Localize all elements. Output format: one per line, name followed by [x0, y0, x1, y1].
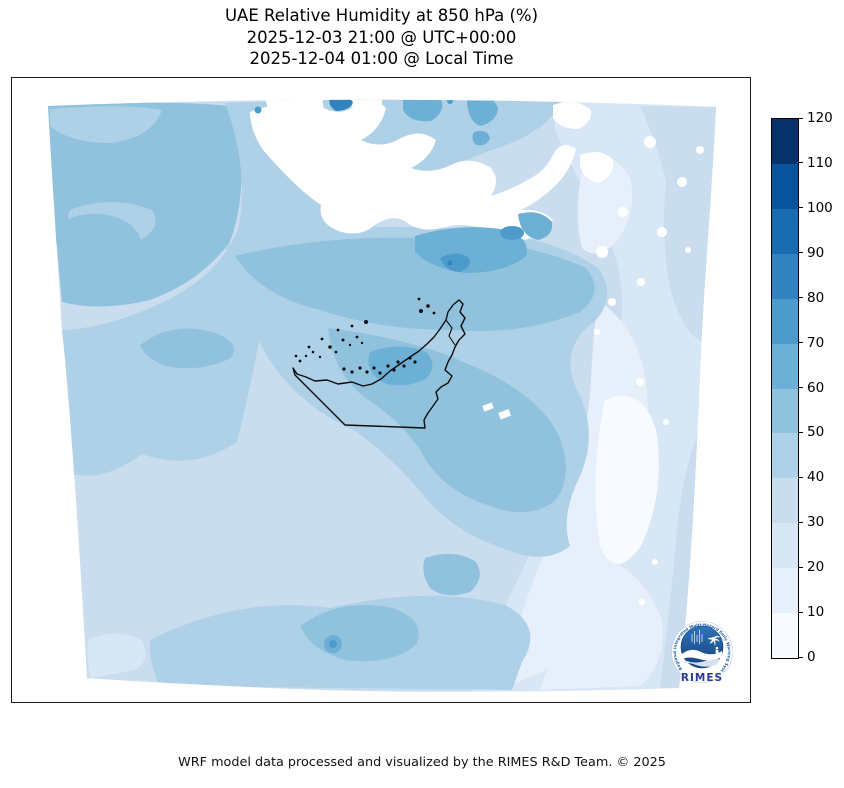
- contour-nw-patch-40-50-a: [50, 106, 162, 143]
- contour-bottomright-10-20: [540, 558, 663, 690]
- colorbar-segment: [772, 163, 798, 209]
- colorbar-tick-label: 50: [807, 424, 825, 441]
- colorbar-segment: [772, 478, 798, 524]
- colorbar-segments: [772, 119, 798, 659]
- colorbar-segment: [772, 253, 798, 299]
- contour-east-20-30: [470, 100, 716, 692]
- contour-dot-80-90-b: [447, 260, 453, 266]
- colorbar-segment: [772, 523, 798, 569]
- title-line-1: UAE Relative Humidity at 850 hPa (%): [224, 6, 539, 25]
- contour-dot-70-80-a: [447, 99, 453, 104]
- contour-bottom-blob-50-60-b: [423, 553, 480, 596]
- colorbar-tick-label: 60: [807, 379, 825, 396]
- colorbar-tick-label: 90: [807, 244, 825, 261]
- contour-spot-60-70-c: [472, 130, 490, 146]
- rimes-logo-canvas: Regional Integrated Multi-Hazard Early W…: [668, 615, 733, 684]
- colorbar-segment: [772, 208, 798, 254]
- map-canvas: [48, 99, 716, 692]
- logo-wordmark: RIMES: [681, 672, 723, 684]
- uae-boundary: [292, 299, 466, 429]
- contour-east-10-20: [500, 300, 648, 690]
- contour-core-70-80-b: [500, 226, 524, 240]
- plot-area: [11, 77, 751, 703]
- logo-seismograph-icon: [691, 630, 703, 644]
- colorbar-tick-label: 40: [807, 469, 825, 486]
- colorbar-tick-label: 80: [807, 289, 825, 306]
- title-line-2: 2025-12-03 21:00 @ UTC+00:00: [246, 27, 517, 47]
- colorbar-tick-label: 70: [807, 334, 825, 351]
- colorbar-segment: [772, 119, 798, 164]
- contour-nw-blob-50-60-b: [140, 328, 234, 369]
- title-line-3: 2025-12-04 01:00 @ Local Time: [249, 49, 514, 68]
- contour-east-0-10: [595, 395, 659, 564]
- uae-islands: [294, 297, 436, 375]
- logo-palm-tree-icon: [707, 635, 721, 655]
- contour-nw-blob-50-60-a: [53, 213, 141, 265]
- colorbar-tick-label: 110: [807, 154, 833, 171]
- footer-credit: WRF model data processed and visualized …: [178, 755, 666, 770]
- colorbar-segment: [772, 298, 798, 344]
- contour-dot-80-90: [329, 99, 353, 111]
- colorbar-tick-label: 100: [807, 199, 833, 216]
- colorbar-tick-label: 0: [807, 649, 816, 665]
- rimes-logo: Regional Integrated Multi-Hazard Early W…: [668, 615, 734, 685]
- colorbar-segment: [772, 343, 798, 389]
- contour-nw-40-50: [56, 99, 562, 476]
- colorbar-segment: [772, 388, 798, 434]
- contour-bl-20-30: [87, 633, 146, 678]
- contour-right-edge-30-40: [640, 106, 716, 342]
- logo-waves-icon: [682, 649, 722, 667]
- colorbar-tick-label: 30: [807, 514, 825, 531]
- chart-title: UAE Relative Humidity at 850 hPa (%) 202…: [11, 5, 752, 70]
- contour-dot-70-80-c: [329, 640, 337, 648]
- colorbar-tick-label: 120: [807, 110, 833, 126]
- contour-right-low-30-40: [660, 430, 702, 688]
- colorbar-tick-label: 10: [807, 604, 825, 621]
- colorbar-segment: [772, 433, 798, 479]
- contour-layers: [48, 99, 716, 692]
- contour-spot-60-70-a: [403, 99, 443, 122]
- contour-spot-60-70-b: [466, 99, 498, 126]
- contour-core-70-80-a: [440, 253, 470, 272]
- colorbar-tick-label: 20: [807, 559, 825, 576]
- colorbar-segment: [772, 568, 798, 614]
- colorbar-segment: [772, 613, 798, 659]
- contour-dot-70-80-b: [254, 106, 262, 114]
- colorbar: [771, 118, 799, 659]
- contour-spot-60-70-d: [518, 212, 553, 240]
- contour-ne-10-20: [577, 157, 633, 254]
